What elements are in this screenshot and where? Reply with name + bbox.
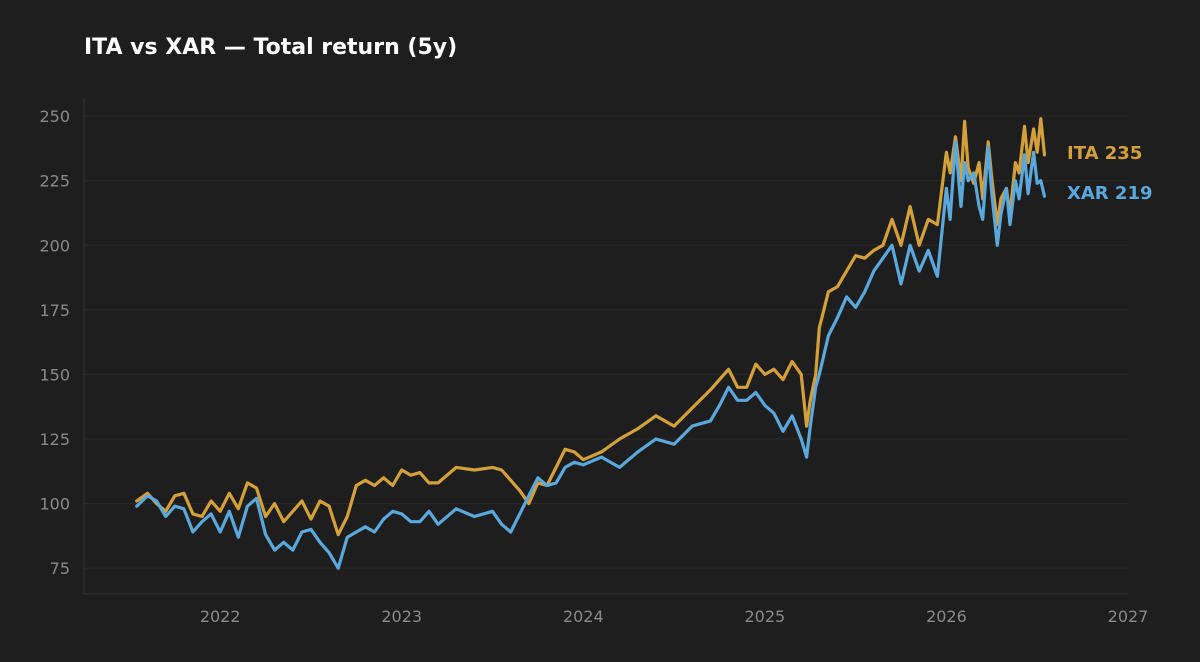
y-tick-label: 150 <box>39 365 70 384</box>
x-tick-label: 2027 <box>1108 607 1149 626</box>
x-tick-label: 2025 <box>745 607 786 626</box>
end-label-ita: ITA 235 <box>1067 143 1142 164</box>
end-label-xar: XAR 219 <box>1067 183 1153 204</box>
y-tick-label: 125 <box>39 430 70 449</box>
y-tick-label: 100 <box>39 495 70 514</box>
y-tick-label: 175 <box>39 301 70 320</box>
x-axis-tick-labels: 2022 2023 2024 2025 2026 2027 <box>200 607 1149 626</box>
series-line-ita <box>135 117 1047 537</box>
y-axis-tick-labels: 75 100 125 150 175 200 225 250 <box>39 107 70 578</box>
x-tick-label: 2023 <box>381 607 422 626</box>
y-tick-label: 200 <box>39 236 70 255</box>
x-tick-label: 2022 <box>200 607 241 626</box>
x-tick-label: 2026 <box>926 607 967 626</box>
series-end-labels: ITA 235 XAR 219 <box>1067 143 1153 204</box>
chart-title: ITA vs XAR — Total return (5y) <box>84 35 457 60</box>
x-tick-label: 2024 <box>563 607 604 626</box>
series-lines <box>135 117 1047 570</box>
series-line-xar <box>135 140 1047 570</box>
y-tick-label: 250 <box>39 107 70 126</box>
y-tick-label: 225 <box>39 172 70 191</box>
y-tick-label: 75 <box>50 559 70 578</box>
